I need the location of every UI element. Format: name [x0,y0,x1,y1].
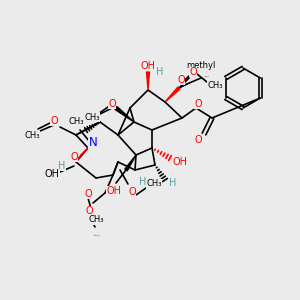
Text: methyl: methyl [191,65,196,66]
Text: O: O [50,116,58,126]
Text: OH: OH [44,169,59,179]
Text: methyl_b: methyl_b [94,234,100,236]
Text: O: O [85,206,93,216]
Polygon shape [165,87,180,102]
Text: CH₃: CH₃ [88,215,104,224]
Polygon shape [146,72,149,90]
Text: methyl_l: methyl_l [27,131,33,133]
Text: methoxy: methoxy [87,117,93,119]
Text: O: O [177,75,185,85]
Polygon shape [115,106,134,122]
Text: O: O [84,189,92,199]
Polygon shape [125,155,136,171]
Text: methyl: methyl [205,75,209,76]
Text: CH₃: CH₃ [24,130,40,140]
Text: O: O [177,75,185,85]
Text: O: O [189,67,197,77]
Text: O: O [108,99,116,109]
Text: O: O [70,152,78,162]
Text: H: H [156,67,164,77]
Text: methyl: methyl [186,61,216,70]
Text: O: O [194,135,202,145]
Text: H: H [58,161,66,171]
Text: O: O [128,187,136,197]
Text: H: H [139,177,147,187]
Text: OH: OH [106,186,122,196]
Text: O: O [50,116,58,126]
Text: O: O [194,99,202,109]
Text: N: N [88,136,98,149]
Text: CH₃: CH₃ [84,112,100,122]
Text: CH₃: CH₃ [146,179,162,188]
Text: O: O [108,99,116,109]
Text: OH: OH [172,157,188,167]
Text: OH: OH [140,61,155,71]
Text: H: H [169,178,177,188]
Text: CH₃: CH₃ [207,82,223,91]
Text: CH₃: CH₃ [68,118,84,127]
